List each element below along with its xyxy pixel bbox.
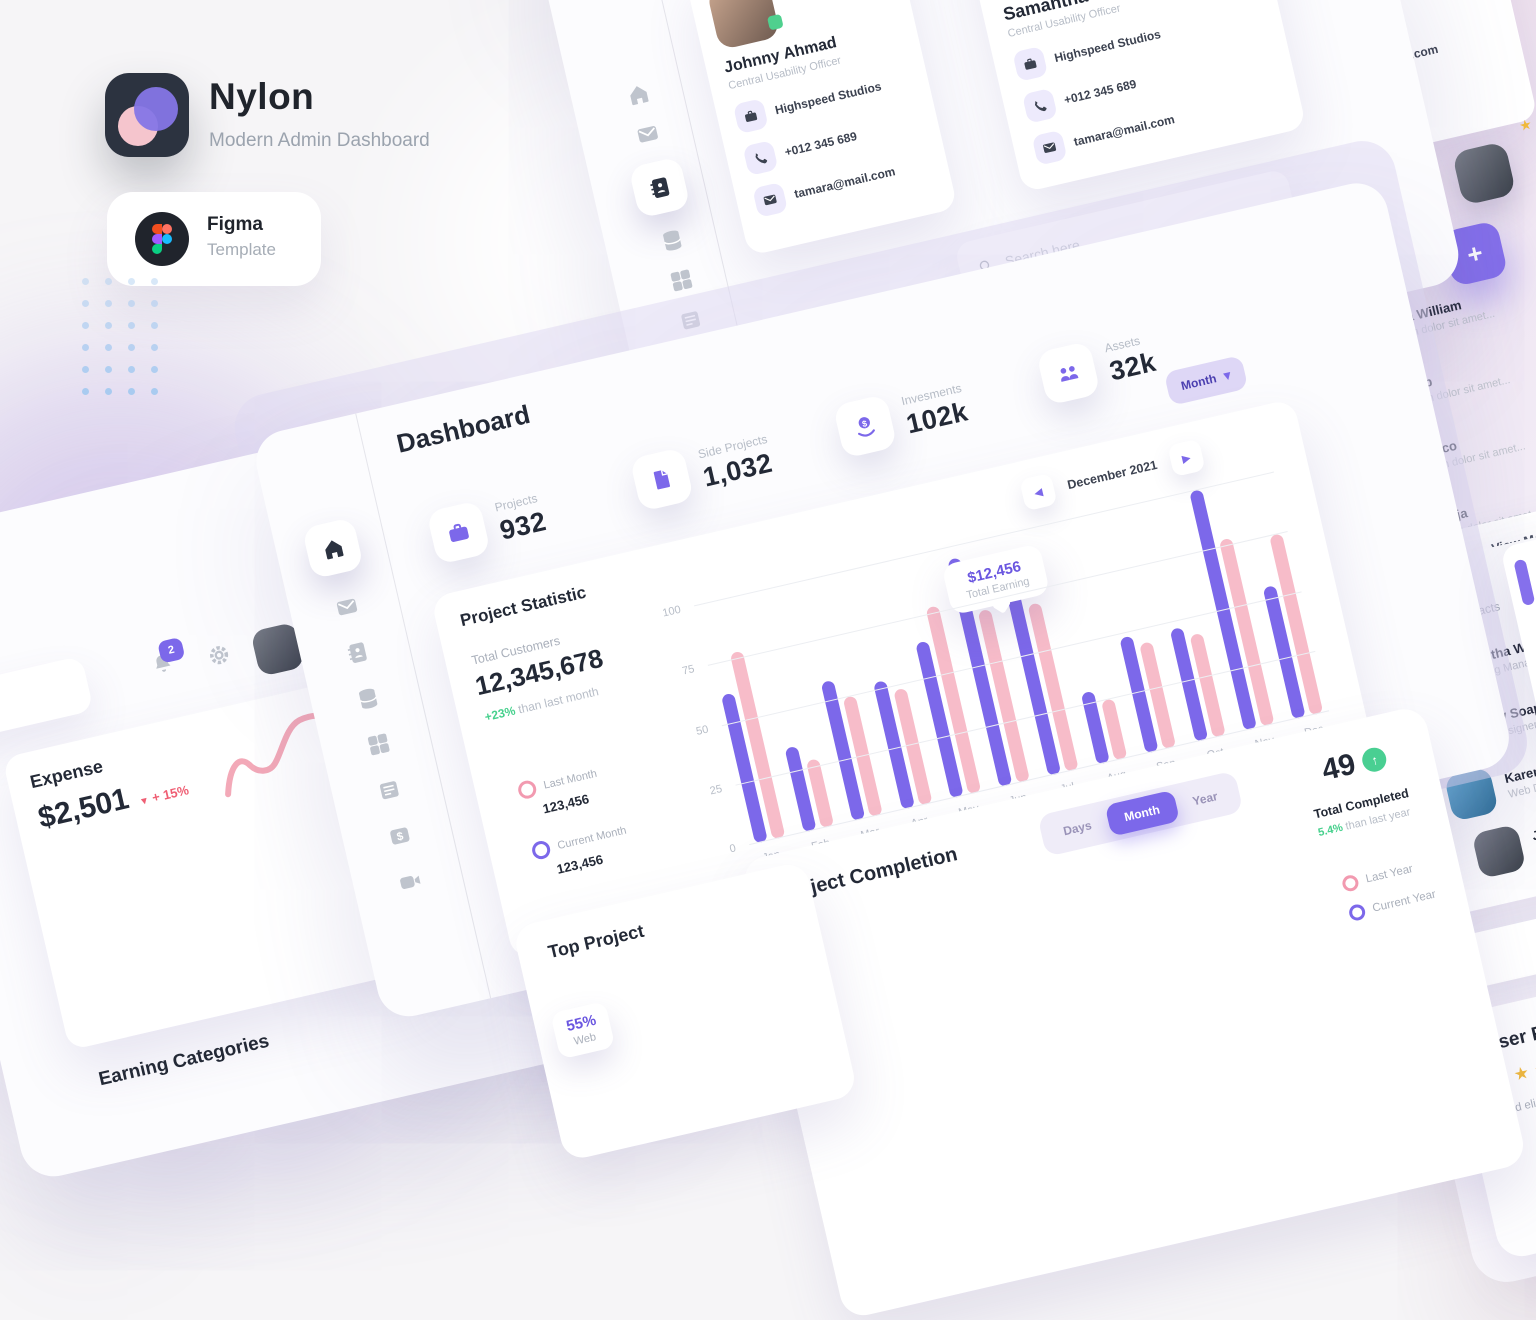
sidebar-item-mail[interactable] [332,592,362,622]
assets-icon [1036,340,1101,406]
sidebar-item-apps[interactable] [666,266,696,296]
phone-icon [742,140,779,176]
profile-card-samantha[interactable]: Samantha William Central Usability Offic… [962,0,1307,193]
earning-categories-title: Earning Categories [96,1030,272,1091]
scroll-thumb[interactable] [1513,558,1536,607]
stat-investments: $ Invesments 102k [832,377,972,459]
main-dashboard-screen: $ Dashboard Projects 932 Side Projects 1… [250,177,1516,1023]
sidebar-item-payments[interactable]: $ [384,821,414,851]
sidebar-item-home-active[interactable] [301,516,365,580]
notification-badge: 2 [157,636,186,664]
expense-sparkline [225,707,335,798]
notifications-button[interactable]: 2 [148,497,836,679]
next-month-button[interactable]: ▶ [1167,438,1206,478]
chevron-down-icon: ▾ [1222,367,1233,384]
status-badge [766,13,784,31]
sidebar-item-news[interactable] [374,775,404,805]
briefcase-icon [1012,45,1049,82]
profile-card-johnny[interactable]: ★ ⋯ Johnny Ahmad Central Usability Offic… [685,0,958,257]
sidebar-item-apps[interactable] [363,730,393,760]
legend-last-year: Last Year [1340,861,1415,893]
figma-badge-subtitle: Template [207,240,276,259]
period-selector[interactable]: Month ▾ [1163,355,1248,406]
mail-icon [752,181,789,218]
sidebar-item-video[interactable] [395,867,425,897]
svg-text:$: $ [395,831,405,844]
mail-icon [1031,129,1068,166]
triangle-down-icon: ▼ [138,795,151,809]
tab-year[interactable]: Year [1191,789,1219,809]
tab-days[interactable]: Days [1061,818,1093,839]
arrow-up-icon: ↑ [1360,745,1390,775]
app-tagline: Modern Admin Dashboard [209,130,430,151]
sidebar-item-database[interactable] [657,226,687,256]
svg-text:$: $ [861,418,868,429]
expense-card: Expense $2,501 ▼ + 15% [2,675,429,1051]
avatar [706,0,784,51]
figma-badge[interactable]: Figma Template [107,192,321,286]
top-project-donut [619,930,829,1140]
legend-last-month: Last Month 123,456 [516,765,603,821]
phone-icon [1021,87,1058,124]
statistic-title: Project Statistic [458,582,588,631]
legend-current-year: Current Year [1347,887,1438,923]
document-icon [629,447,695,512]
sidebar-item-mail[interactable] [632,119,662,149]
stat-side-projects: Side Projects 1,032 [629,428,776,512]
expense-value: $2,501 [35,782,132,836]
sidebar-item-contacts[interactable] [342,638,372,668]
app-title: Nylon [209,76,315,117]
settings-button[interactable] [204,640,234,670]
legend-current-month: Current Month 123,456 [530,822,633,882]
figma-logo-icon [135,212,189,266]
finance-screen: 2 Expense $2,501 ▼ + 15% Earning Categor… [0,382,711,1184]
tab-month[interactable]: Month [1104,789,1180,837]
investment-icon: $ [832,393,898,459]
briefcase-icon [426,500,491,565]
top-project-percent-chip: 55% Web [550,1000,616,1060]
briefcase-icon [732,98,769,135]
favorite-star-icon[interactable]: ★ [1517,115,1534,135]
completion-total: 49 ↑ [1319,740,1390,788]
avatar [1471,823,1527,880]
expense-delta: ▼ + 15% [138,782,191,809]
search-input[interactable] [0,678,72,741]
logo-purple-circle [134,87,178,131]
nylon-logo [105,73,189,157]
gear-icon [210,646,229,665]
prev-month-button[interactable]: ◀ [1019,472,1058,512]
page-title: Dashboard [393,398,533,459]
sidebar-item-contacts-active[interactable] [628,156,691,219]
sidebar: $ [300,516,440,901]
figma-badge-title: Figma [207,214,263,235]
sidebar-item-database[interactable] [353,684,383,714]
date-label: December 2021 [1066,457,1159,493]
top-project-title: Top Project [546,920,646,963]
sidebar-item-home[interactable] [623,79,653,109]
stat-projects: Projects 932 [426,486,550,565]
stat-assets: Assets 32k [1036,327,1160,406]
